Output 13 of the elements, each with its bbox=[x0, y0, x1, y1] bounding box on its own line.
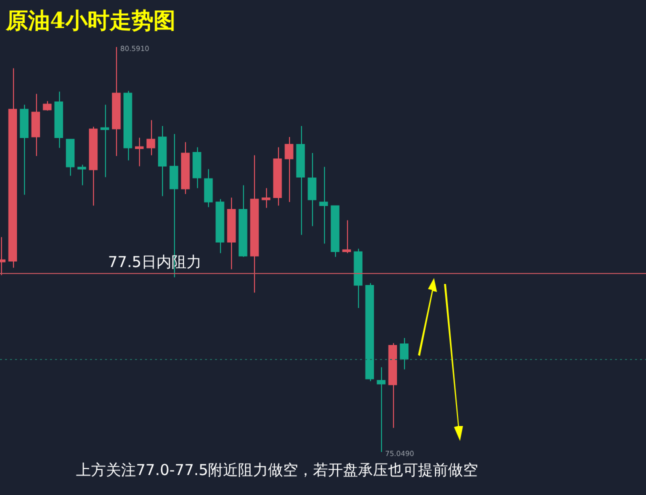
chart-title: 原油4小时走势图 bbox=[6, 7, 176, 36]
candlestick bbox=[400, 337, 409, 370]
text: 上方关注77.0-77.5附近阻力做空，若开盘承压也可提前做空 bbox=[76, 461, 478, 480]
candlestick bbox=[262, 188, 270, 208]
candlestick bbox=[100, 104, 110, 178]
candlestick bbox=[135, 137, 144, 167]
candlestick bbox=[376, 366, 386, 453]
candlestick bbox=[308, 152, 316, 227]
candlestick bbox=[342, 220, 351, 254]
candlestick bbox=[146, 120, 156, 156]
candlestick bbox=[319, 166, 328, 244]
candlestick bbox=[77, 164, 86, 186]
candlestick bbox=[284, 136, 294, 203]
